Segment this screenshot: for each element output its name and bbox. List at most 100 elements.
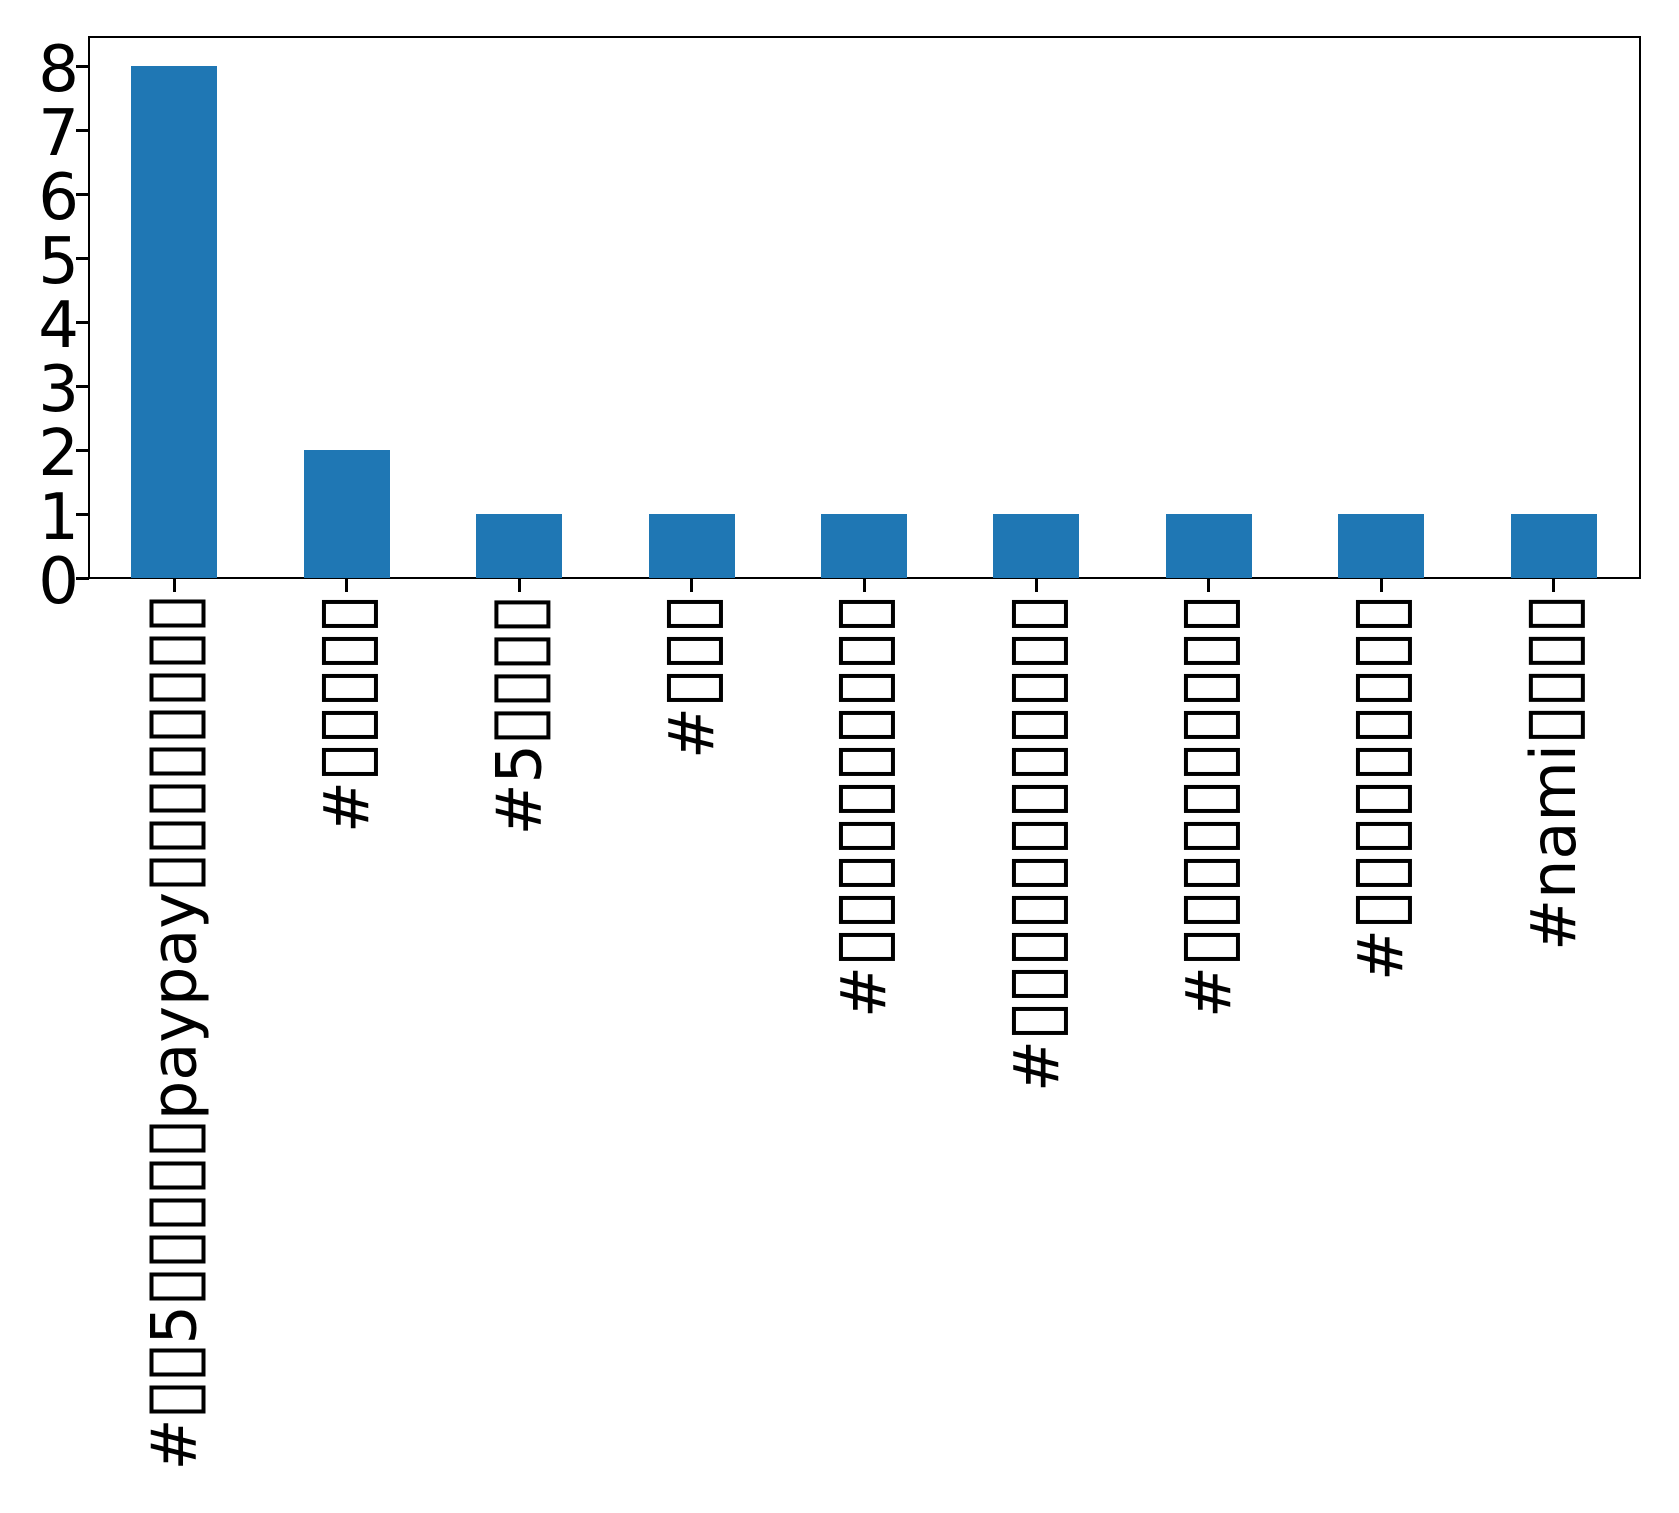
y-tick-label: 6 <box>38 161 79 235</box>
x-tick-label: # <box>999 596 1072 1092</box>
y-tick-label: 7 <box>38 97 79 171</box>
missing-glyph-box <box>149 1161 206 1190</box>
missing-glyph-box <box>149 748 206 776</box>
y-tick-label: 8 <box>38 33 79 107</box>
missing-glyph-box <box>1011 822 1068 850</box>
missing-glyph-box <box>1183 822 1240 850</box>
missing-glyph-box <box>839 822 895 850</box>
x-tick-label: #5paypay <box>137 596 210 1471</box>
missing-glyph-box <box>1011 896 1068 924</box>
missing-glyph-box <box>1356 748 1413 776</box>
missing-glyph-box <box>494 711 551 739</box>
y-tick-label: 0 <box>38 545 79 619</box>
plot-frame <box>88 36 1641 579</box>
x-tick-mark <box>862 579 866 592</box>
x-tick-mark <box>1207 579 1211 592</box>
bar <box>1510 514 1597 578</box>
missing-glyph-box <box>1356 785 1413 813</box>
y-tick-mark <box>76 448 89 452</box>
y-tick-label: 5 <box>38 225 79 299</box>
x-tick-mark <box>1034 579 1038 592</box>
missing-glyph-box <box>839 711 895 739</box>
y-tick-mark <box>76 384 89 388</box>
missing-glyph-box <box>1528 600 1585 628</box>
missing-glyph-box <box>1183 933 1240 961</box>
missing-glyph-box <box>1183 600 1240 628</box>
x-tick-mark <box>172 579 176 592</box>
missing-glyph-box <box>149 1385 206 1414</box>
missing-glyph-box <box>149 785 206 813</box>
bar <box>303 450 390 578</box>
missing-glyph-box <box>149 711 206 739</box>
missing-glyph-box <box>1183 637 1240 665</box>
missing-glyph-box <box>321 674 378 702</box>
missing-glyph-box <box>1356 711 1413 739</box>
missing-glyph-box <box>839 600 895 628</box>
missing-glyph-box <box>1011 600 1068 628</box>
missing-glyph-box <box>1528 637 1585 665</box>
missing-glyph-box <box>1011 711 1068 739</box>
missing-glyph-box <box>666 674 723 702</box>
missing-glyph-box <box>149 1198 206 1227</box>
missing-glyph-box <box>1356 637 1413 665</box>
missing-glyph-box <box>149 1272 206 1301</box>
missing-glyph-box <box>1356 600 1413 628</box>
missing-glyph-box <box>1356 859 1413 887</box>
missing-glyph-box <box>1356 822 1413 850</box>
y-tick-mark <box>76 512 89 516</box>
missing-glyph-box <box>1183 711 1240 739</box>
missing-glyph-box <box>1011 674 1068 702</box>
x-tick-label: # <box>1344 596 1417 981</box>
y-tick-label: 3 <box>38 353 79 427</box>
bar <box>821 514 907 578</box>
y-tick-mark <box>76 128 89 132</box>
missing-glyph-box <box>149 822 206 850</box>
missing-glyph-box <box>839 637 895 665</box>
x-tick-mark <box>1379 579 1383 592</box>
missing-glyph-box <box>321 637 378 665</box>
missing-glyph-box <box>1528 711 1585 739</box>
x-tick-label: #5 <box>482 596 555 835</box>
missing-glyph-box <box>149 674 206 702</box>
missing-glyph-box <box>1011 859 1068 887</box>
y-tick-label: 2 <box>38 417 79 491</box>
missing-glyph-box <box>1183 859 1240 887</box>
bar <box>1165 514 1252 578</box>
missing-glyph-box <box>839 859 895 887</box>
missing-glyph-box <box>839 785 895 813</box>
missing-glyph-box <box>149 637 206 665</box>
bar <box>476 514 563 578</box>
x-tick-label: # <box>655 596 728 759</box>
missing-glyph-box <box>149 600 206 628</box>
missing-glyph-box <box>666 637 723 665</box>
missing-glyph-box <box>494 674 551 702</box>
missing-glyph-box <box>1011 1007 1068 1035</box>
missing-glyph-box <box>1011 785 1068 813</box>
bar <box>131 66 218 578</box>
missing-glyph-box <box>1356 674 1413 702</box>
y-tick-mark <box>76 320 89 324</box>
y-tick-label: 1 <box>38 481 79 555</box>
x-tick-mark <box>1552 579 1556 592</box>
missing-glyph-box <box>666 600 723 628</box>
bar <box>1338 514 1425 578</box>
x-tick-mark <box>517 579 521 592</box>
missing-glyph-box <box>494 637 551 665</box>
missing-glyph-box <box>149 1348 206 1377</box>
y-tick-mark <box>76 192 89 196</box>
bar <box>648 514 735 578</box>
missing-glyph-box <box>1183 785 1240 813</box>
missing-glyph-box <box>1528 674 1585 702</box>
x-tick-label: # <box>1172 596 1245 1018</box>
missing-glyph-box <box>839 896 895 924</box>
missing-glyph-box <box>839 933 895 961</box>
x-tick-mark <box>690 579 694 592</box>
y-tick-mark <box>76 576 89 580</box>
x-tick-label: # <box>310 596 383 833</box>
y-tick-mark <box>76 64 89 68</box>
missing-glyph-box <box>1011 748 1068 776</box>
missing-glyph-box <box>1011 637 1068 665</box>
missing-glyph-box <box>1011 933 1068 961</box>
y-tick-mark <box>76 256 89 260</box>
